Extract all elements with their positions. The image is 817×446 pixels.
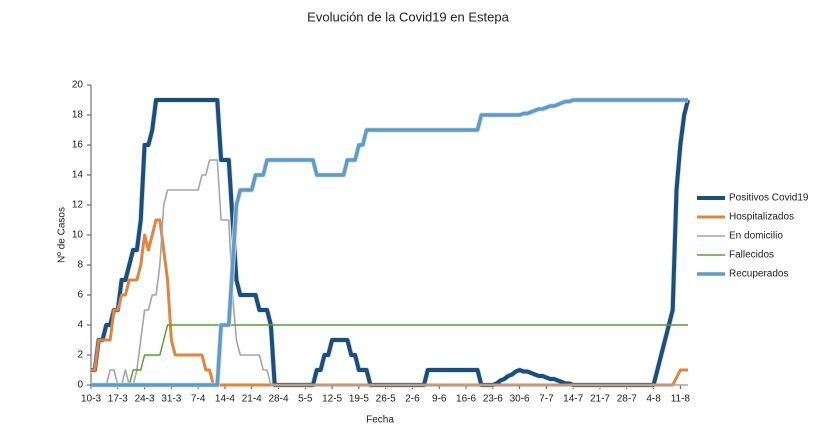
chart-title: Evolución de la Covid19 en Estepa (307, 9, 509, 24)
x-tick-label: 14-7 (563, 394, 583, 405)
x-tick-label: 17-3 (108, 394, 128, 405)
y-tick-label: 20 (72, 80, 84, 91)
x-tick-label: 10-3 (81, 394, 101, 405)
x-tick-label: 21-7 (590, 394, 610, 405)
series-line (91, 218, 688, 387)
y-tick-label: 4 (77, 320, 83, 331)
x-tick-label: 30-6 (510, 394, 530, 405)
series-line (91, 324, 688, 386)
legend-label: Fallecidos (729, 250, 774, 261)
y-axis-label: Nº de Casos (57, 207, 68, 263)
series-line (91, 159, 688, 386)
x-tick-label: 4-8 (646, 394, 661, 405)
x-tick-label: 28-4 (269, 394, 289, 405)
x-axis-label: Fecha (366, 415, 394, 426)
x-tick-label: 7-4 (191, 394, 206, 405)
x-tick-label: 19-5 (349, 394, 369, 405)
legend-label: Recuperados (729, 269, 788, 280)
y-tick-label: 12 (72, 200, 84, 211)
x-tick-label: 5-5 (298, 394, 313, 405)
x-tick-label: 11-8 (671, 394, 691, 405)
x-tick-label: 14-4 (215, 394, 235, 405)
legend-label: Hospitalizados (729, 212, 794, 223)
series-line-outline (91, 97, 688, 388)
y-tick-label: 14 (72, 170, 84, 181)
y-tick-label: 8 (77, 260, 83, 271)
x-tick-label: 28-7 (617, 394, 637, 405)
y-tick-label: 16 (72, 140, 84, 151)
y-tick-label: 18 (72, 110, 84, 121)
y-tick-label: 0 (77, 380, 83, 391)
x-tick-label: 9-6 (432, 394, 447, 405)
x-tick-label: 21-4 (242, 394, 262, 405)
x-tick-label: 23-6 (483, 394, 503, 405)
x-tick-label: 31-3 (161, 394, 181, 405)
legend-label: En domicilio (729, 231, 783, 242)
y-tick-label: 6 (77, 290, 83, 301)
legend-label: Positivos Covid19 (729, 193, 809, 204)
y-tick-label: 2 (77, 350, 83, 361)
x-tick-label: 2-6 (405, 394, 420, 405)
x-tick-label: 12-5 (322, 394, 342, 405)
x-tick-label: 26-5 (376, 394, 396, 405)
series-line (91, 98, 688, 387)
series-line (91, 98, 690, 387)
series-line-outline (91, 97, 691, 388)
y-tick-label: 10 (72, 230, 84, 241)
x-tick-label: 24-3 (135, 394, 155, 405)
x-tick-label: 16-6 (456, 394, 476, 405)
x-tick-label: 7-7 (539, 394, 554, 405)
